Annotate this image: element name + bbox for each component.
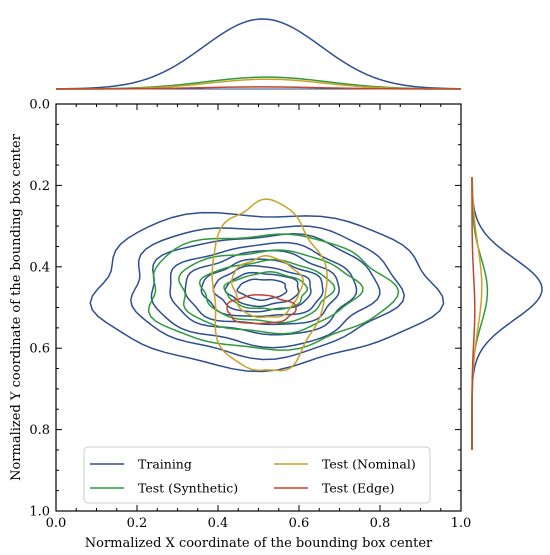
x-axis-label: Normalized X coordinate of the bounding … <box>85 536 433 551</box>
y-tick-label: 0.8 <box>29 423 50 438</box>
contour-test-nominal-level-0 <box>211 198 328 372</box>
contour-training-level-1 <box>130 225 405 361</box>
legend-label: Training <box>138 457 192 472</box>
legend-label: Test (Synthetic) <box>138 481 238 496</box>
contour-training-level-4 <box>184 249 340 326</box>
x-tick-label: 0.4 <box>208 516 229 531</box>
contour-test-synthetic-level-3 <box>223 271 309 311</box>
y-tick-label: 0.4 <box>29 260 50 275</box>
x-tick-label: 0.6 <box>289 516 310 531</box>
legend-box <box>83 446 431 504</box>
legend-label: Test (Edge) <box>322 481 394 496</box>
x-tick-label: 0.0 <box>46 516 67 531</box>
contour-training-level-0 <box>89 211 445 373</box>
contour-training-level-7 <box>224 271 300 308</box>
y-axis-label: Normalized Y coordinate of the bounding … <box>9 133 24 481</box>
y-marginal-density <box>471 177 543 450</box>
contour-lines <box>89 198 445 373</box>
contour-test-synthetic-level-2 <box>198 258 336 324</box>
y-tick-label: 0.2 <box>29 179 50 194</box>
y-tick-label: 0.6 <box>29 342 50 357</box>
x-marginal-density <box>55 18 462 90</box>
contour-training-level-5 <box>200 258 324 318</box>
x-tick-label: 0.8 <box>370 516 391 531</box>
contour-test-synthetic-level-1 <box>178 249 364 335</box>
joint-plot-panel: 0.0 0.2 0.4 0.6 0.8 1.00.00.20.40.60.81.0 <box>29 98 471 532</box>
x-marginal-test-edge <box>56 86 461 90</box>
y-tick-label: 0.0 <box>29 98 50 113</box>
y-marginal-training <box>471 177 543 450</box>
y-tick-label: 1.0 <box>29 505 50 520</box>
contour-test-synthetic-level-0 <box>147 233 400 351</box>
legend: Training Test (Synthetic) Test (Nominal) Te… <box>83 446 431 504</box>
contour-test-nominal-level-1 <box>230 254 305 319</box>
legend-label: Test (Nominal) <box>322 457 416 472</box>
x-tick-label: 0.2 <box>127 516 148 531</box>
x-marginal-training <box>55 18 462 90</box>
y-marginal-test-edge <box>471 177 476 450</box>
contour-test-edge-level-0 <box>226 294 297 325</box>
x-tick-label: 1.0 <box>451 516 472 531</box>
axis-ticks: 0.0 0.2 0.4 0.6 0.8 1.00.00.20.40.60.81.0 <box>29 98 471 532</box>
